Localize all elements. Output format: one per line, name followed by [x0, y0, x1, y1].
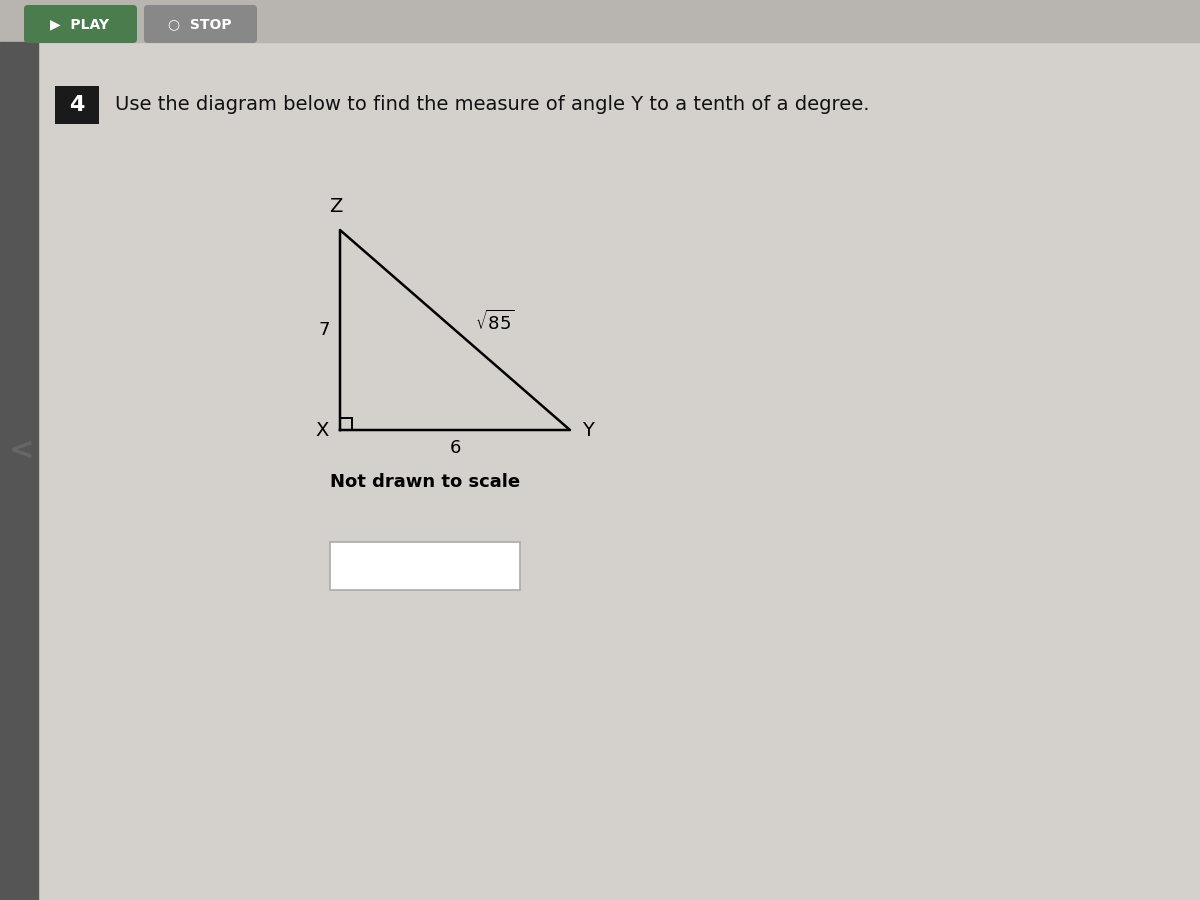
Bar	[0, 0, 1200, 42]
FancyBboxPatch shape	[24, 5, 137, 43]
Text: $\sqrt{85}$: $\sqrt{85}$	[475, 310, 515, 334]
Text: <: <	[10, 436, 35, 464]
Text: ▶  PLAY: ▶ PLAY	[50, 17, 109, 31]
Text: Z: Z	[329, 197, 343, 216]
Text: ○  STOP: ○ STOP	[168, 17, 232, 31]
Text: 6: 6	[449, 439, 461, 457]
Text: Not drawn to scale: Not drawn to scale	[330, 473, 520, 491]
Text: 4: 4	[70, 95, 85, 115]
Text: 7: 7	[318, 321, 330, 339]
Bar	[340, 418, 352, 430]
Bar	[330, 542, 520, 590]
Text: Use the diagram below to find the measure of angle Y to a tenth of a degree.: Use the diagram below to find the measur…	[115, 95, 870, 114]
Bar	[0, 42, 38, 900]
Text: X: X	[316, 420, 329, 439]
FancyBboxPatch shape	[144, 5, 257, 43]
Text: Y: Y	[582, 420, 594, 439]
Bar	[55, 86, 98, 124]
